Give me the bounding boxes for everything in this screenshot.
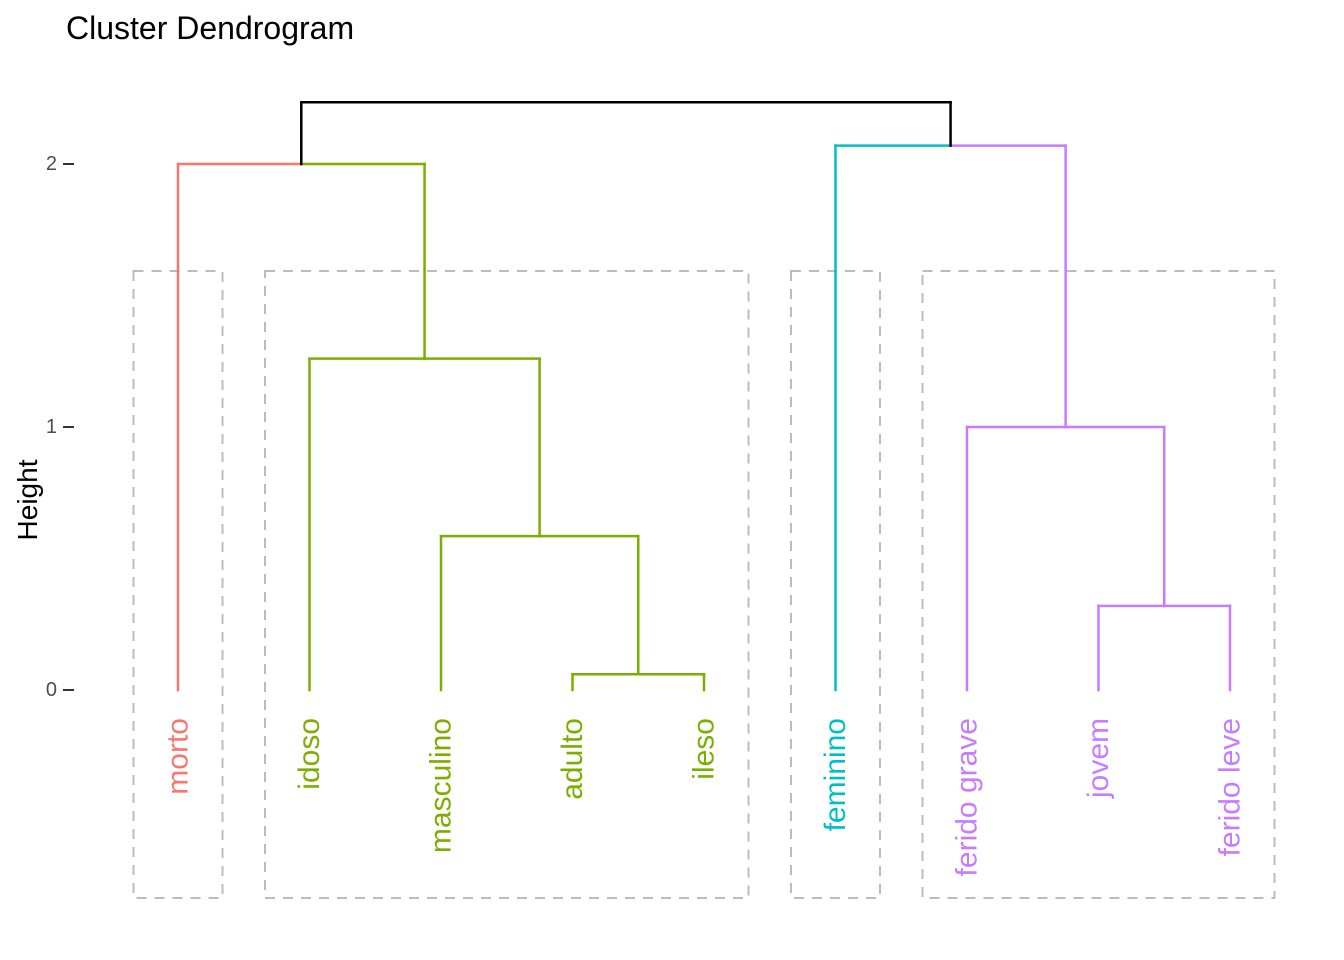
cluster-box-4 <box>921 270 1276 899</box>
cluster-box-2 <box>264 270 750 899</box>
leaf-label-masculino: masculino <box>425 718 458 853</box>
leaf-label-feminino: feminino <box>819 718 852 831</box>
leaf-label-ferido-leve: ferido leve <box>1214 718 1247 856</box>
y-axis-tick-label: 2 <box>46 153 57 175</box>
leaf-label-morto: morto <box>162 718 195 795</box>
y-axis-tick-label: 1 <box>46 416 57 438</box>
leaf-label-adulto: adulto <box>556 718 589 800</box>
y-axis-tick-label: 0 <box>46 679 57 701</box>
leaf-label-jovem: jovem <box>1082 718 1115 799</box>
leaf-label-idoso: idoso <box>293 718 326 790</box>
leaf-label-ileso: ileso <box>688 718 721 780</box>
chart-title: Cluster Dendrogram <box>66 10 355 46</box>
leaf-label-ferido-grave: ferido grave <box>951 718 984 876</box>
